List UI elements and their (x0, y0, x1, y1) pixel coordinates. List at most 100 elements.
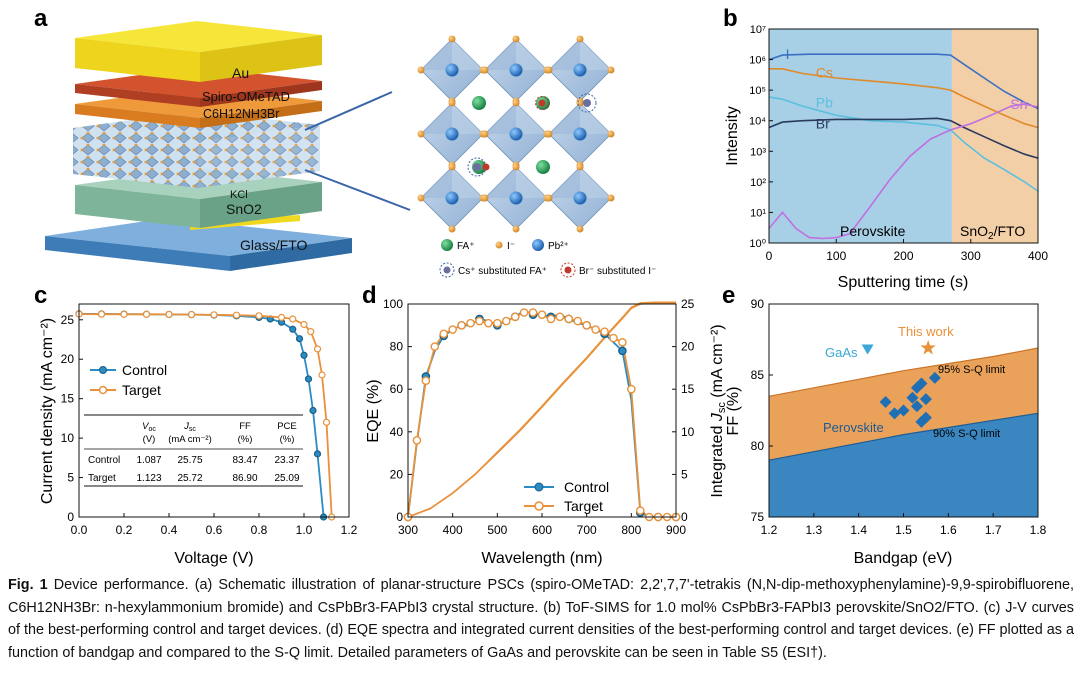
eqe-point-target (475, 316, 484, 326)
octahedron-face (580, 167, 611, 198)
i-atom (448, 225, 456, 233)
i-atom (545, 194, 553, 202)
eqe-point-target (510, 312, 520, 322)
i-atom (545, 130, 553, 138)
ff-ytick-label: 85 (751, 368, 765, 382)
eqe-ytick-label: 40 (390, 425, 404, 439)
layer-label-kcl: KCl (230, 189, 248, 201)
i-atom (576, 225, 584, 233)
ff-xlabel: Bandgap (eV) (854, 550, 953, 567)
tof-ytick-label: 10² (750, 177, 766, 189)
jv-point-control (300, 351, 308, 359)
layer-label-c6h12nh3br: C6H12NH3Br (203, 107, 279, 121)
pb-atom (445, 63, 459, 77)
jv-point-target (142, 310, 151, 318)
jv-xtick-label: 0.2 (116, 523, 133, 537)
br-atom (538, 99, 546, 107)
crystal-structure (417, 35, 615, 233)
tof-series-pb (768, 96, 1039, 192)
legend-fa: FA⁺ (457, 241, 475, 252)
panel-c-label: c (34, 282, 47, 309)
octahedron-face (485, 167, 516, 198)
eqe-point-target (466, 318, 475, 328)
octahedron-face (516, 167, 547, 198)
pb-atom (509, 191, 523, 205)
eqe-point-target (484, 318, 493, 328)
tof-xlabel: Sputtering time (s) (838, 274, 969, 291)
tof-ytick-label: 10⁶ (749, 55, 766, 67)
eqe-y2tick-label: 10 (681, 425, 695, 439)
tof-ytick-label: 10⁵ (749, 85, 766, 97)
eqe-y2label: Integrated Jsc (mA cm⁻²) (709, 324, 728, 497)
i-atom (481, 194, 489, 202)
panel-e: e 1.2 1.3 1.4 1.5 1.6 1.7 1.8 75 80 85 90 95% S-Q … (722, 282, 1047, 567)
eqe-point-target (555, 312, 565, 322)
eqe-y2tick-label: 25 (681, 297, 695, 311)
cs-legend-ring (439, 262, 455, 278)
jv-ytick-label: 15 (61, 392, 75, 406)
layer-label-sno2: SnO2 (226, 201, 262, 217)
eqe-point-target (430, 342, 440, 351)
legend-br: Br⁻ substituted I⁻ (579, 266, 656, 277)
eqe-xtick-label: 700 (577, 523, 597, 537)
eqe-point-target (582, 320, 591, 330)
jv-point-control (289, 325, 297, 333)
fa-atom (536, 160, 550, 174)
tof-region-label-sno2: SnO2/FTO (960, 223, 1025, 242)
eqe-legend-target: Target (564, 498, 603, 514)
table-header-pce: PCE (277, 421, 297, 432)
eqe-xtick-label: 600 (532, 523, 552, 537)
br-legend-ring (560, 262, 576, 278)
table-unit-ff: (%) (238, 434, 253, 445)
i-atom (417, 194, 425, 202)
tof-series-cs (769, 68, 1039, 129)
layer-glass-fto: Glass/FTO (45, 215, 352, 271)
br-legend-ball (564, 266, 572, 274)
eqe-point-target (537, 310, 547, 319)
eqe-xtick-label: 500 (487, 523, 507, 537)
jv-point-target (210, 311, 218, 319)
jv-frame (78, 303, 350, 518)
tof-region-label-perovskite: Perovskite (840, 223, 906, 239)
octahedron-face (485, 39, 516, 70)
br-substitution-ring (535, 96, 549, 110)
eqe-point-target (618, 338, 627, 347)
tof-ytick-label: 10¹ (750, 207, 766, 219)
sq-limit-95-line (768, 347, 1039, 397)
eqe-ylabel: EQE (%) (365, 379, 382, 442)
jv-xtick-label: 1.0 (296, 523, 313, 537)
eqe-curve-target-jsc (407, 302, 676, 518)
table-unit-voc: (V) (143, 434, 156, 445)
eqe-point-target (448, 325, 457, 334)
eqe-legend: Control Target (524, 479, 609, 514)
tof-ytick-label: 10⁰ (749, 238, 766, 250)
jv-ytick-label: 0 (67, 510, 74, 524)
perovskite-point (906, 391, 919, 404)
tof-region-sno2 (951, 29, 1038, 243)
ff-xtick-label: 1.5 (895, 523, 912, 537)
cs-atom (473, 163, 481, 171)
tof-ytick-label: 10⁷ (750, 24, 766, 36)
layer-au: Au (75, 21, 322, 82)
sq-limit-90-line (768, 412, 1039, 461)
crystal-legend: FA⁺ I⁻ Pb²⁺ Cs⁺ substituted FA⁺ Br⁻ subs… (439, 239, 656, 278)
eqe-legend-marker-control (534, 482, 544, 492)
legend-marker-control (99, 366, 107, 374)
eqe-point-target (627, 384, 636, 394)
table-cell: Control (88, 455, 120, 466)
eqe-point-target (412, 436, 422, 445)
i-atom (448, 35, 456, 43)
table-header-jsc: Jsc (183, 421, 196, 433)
i-atom (576, 163, 584, 171)
eqe-ytick-label: 20 (390, 467, 404, 481)
legend-text-target: Target (122, 382, 161, 398)
fa-atom (472, 96, 486, 110)
eqe-point-target (457, 320, 466, 330)
jv-curve-target (78, 313, 333, 518)
eqe-point-target (528, 308, 538, 317)
i-atom (512, 225, 520, 233)
eqe-y2tick-label: 20 (681, 340, 695, 354)
ff-ytick-label: 75 (751, 510, 765, 524)
octahedron-face (516, 39, 547, 70)
caption-text: Device performance. (a) Schematic illust… (8, 577, 1074, 661)
